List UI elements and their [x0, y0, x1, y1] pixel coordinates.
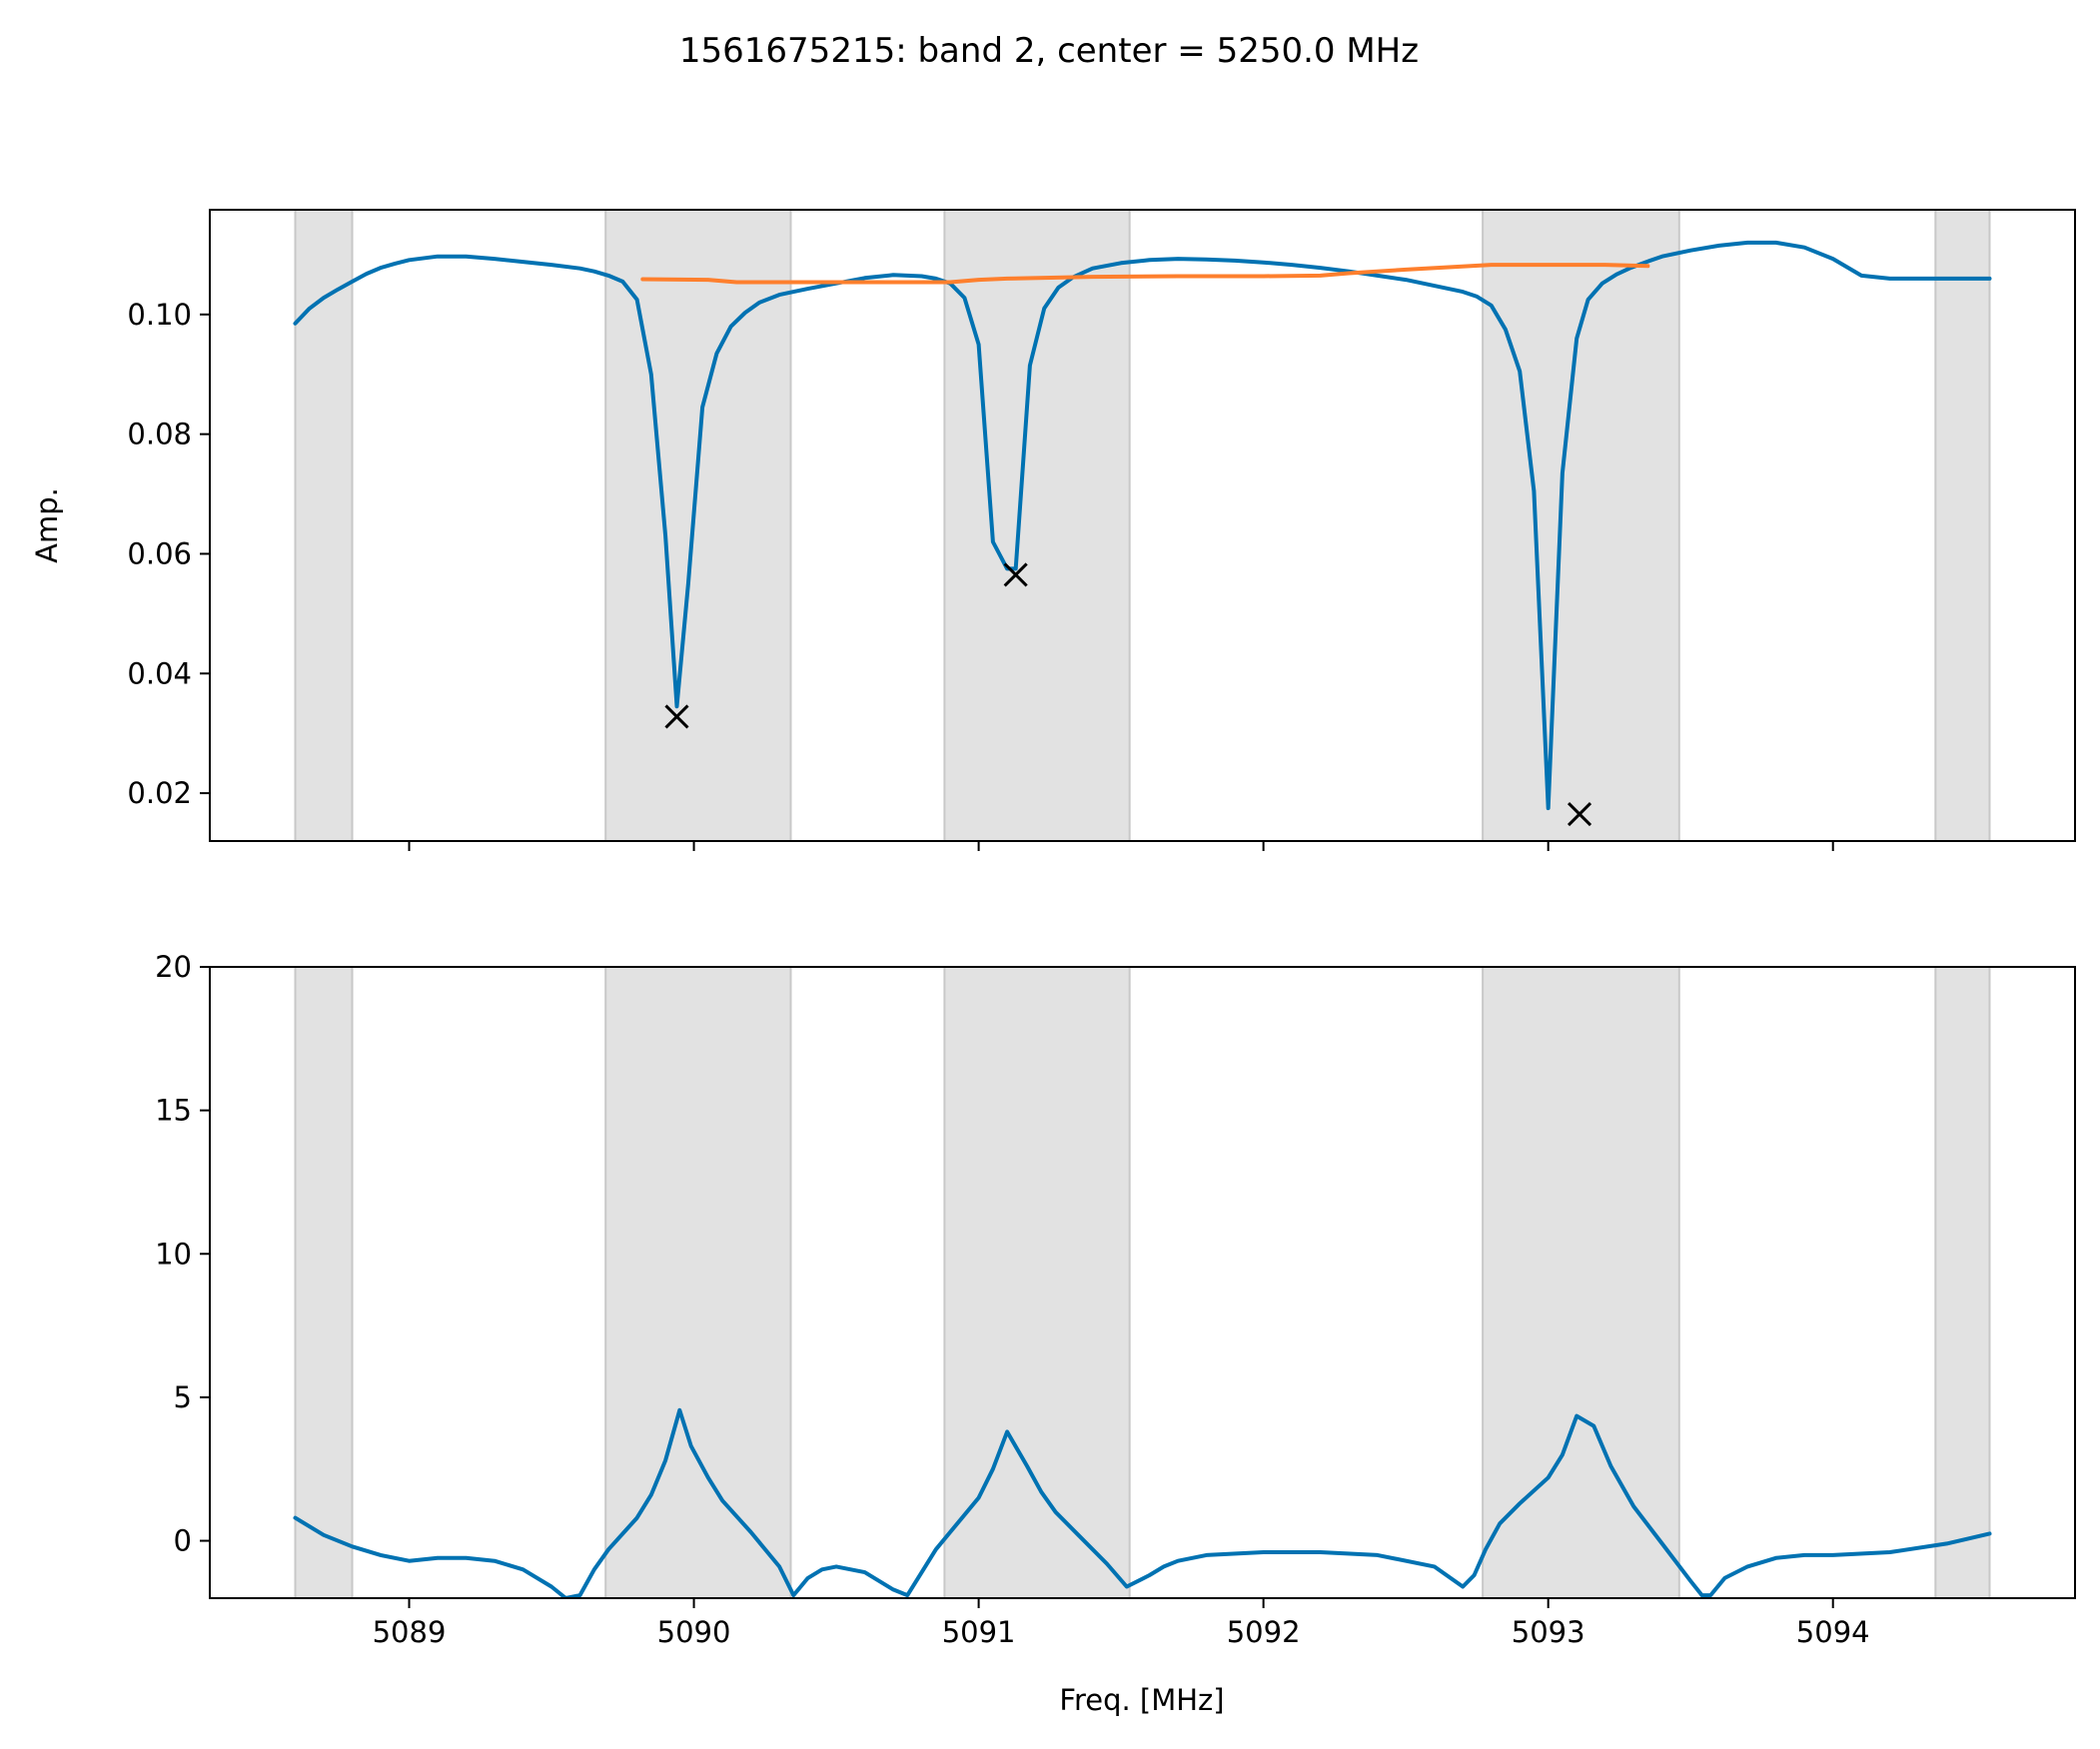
bottom-ytick-label-0: 0 [174, 1524, 192, 1558]
bottom-xtick-label-4: 5093 [1512, 1615, 1585, 1649]
amplitude-shaded-regions [294, 210, 1991, 841]
top-series-line-0 [293, 240, 1992, 811]
top-minimum-marker-1 [1003, 562, 1028, 587]
phase-ticks: 5089 5090 5091 5092 5093 5094 0 5 10 15 20 [155, 950, 1870, 1649]
top-ytick-label-0: 0.02 [127, 776, 192, 810]
top-ytick-label-1: 0.04 [127, 656, 192, 690]
top-shaded-region-4 [1934, 210, 1991, 841]
bottom-ytick-label-4: 20 [155, 950, 192, 984]
bottom-xtick-label-2: 5091 [942, 1615, 1016, 1649]
bottom-shaded-region-2 [943, 967, 1131, 1598]
amplitude-panel: 0.02 0.04 0.06 0.08 0.10 Amp. [30, 209, 2076, 851]
phase-panel: 5089 5090 5091 5092 5093 5094 0 5 10 15 20 Freq. [… [155, 950, 2076, 1717]
bottom-shaded-region-0 [294, 967, 354, 1598]
amplitude-lines [293, 240, 1992, 811]
top-shaded-region-2 [943, 210, 1131, 841]
phase-axes-frame [209, 966, 2076, 1599]
bottom-ytick-label-2: 10 [155, 1237, 192, 1271]
amplitude-minima-markers [664, 562, 1592, 827]
top-shaded-region-3 [1482, 210, 1680, 841]
bottom-shaded-region-1 [604, 967, 792, 1598]
phase-shaded-regions [294, 967, 1991, 1598]
bottom-series-line-0 [293, 1407, 1992, 1598]
bottom-ytick-label-1: 5 [174, 1380, 192, 1414]
phase-xlabel: Freq. [MHz] [1059, 1683, 1224, 1717]
bottom-xtick-label-5: 5094 [1796, 1615, 1870, 1649]
bottom-xtick-label-0: 5089 [373, 1615, 447, 1649]
bottom-xtick-label-1: 5090 [657, 1615, 731, 1649]
top-minimum-marker-2 [1567, 801, 1592, 827]
bottom-shaded-region-3 [1482, 967, 1680, 1598]
top-ytick-label-3: 0.08 [127, 418, 192, 451]
phase-lines [293, 1407, 1992, 1598]
bottom-ytick-label-3: 15 [155, 1094, 192, 1128]
figure-title: 1561675215: band 2, center = 5250.0 MHz [679, 31, 1419, 71]
top-minimum-marker-0 [664, 704, 689, 729]
top-shaded-region-0 [294, 210, 354, 841]
top-series-line-1 [640, 263, 1650, 285]
bottom-shaded-region-4 [1934, 967, 1991, 1598]
amplitude-axes-frame [209, 209, 2076, 842]
amplitude-ticks: 0.02 0.04 0.06 0.08 0.10 [127, 298, 1834, 851]
top-ytick-label-4: 0.10 [127, 298, 192, 332]
top-ytick-label-2: 0.06 [127, 536, 192, 570]
amplitude-ylabel: Amp. [30, 487, 64, 563]
top-shaded-region-1 [604, 210, 792, 841]
bottom-xtick-label-3: 5092 [1227, 1615, 1301, 1649]
